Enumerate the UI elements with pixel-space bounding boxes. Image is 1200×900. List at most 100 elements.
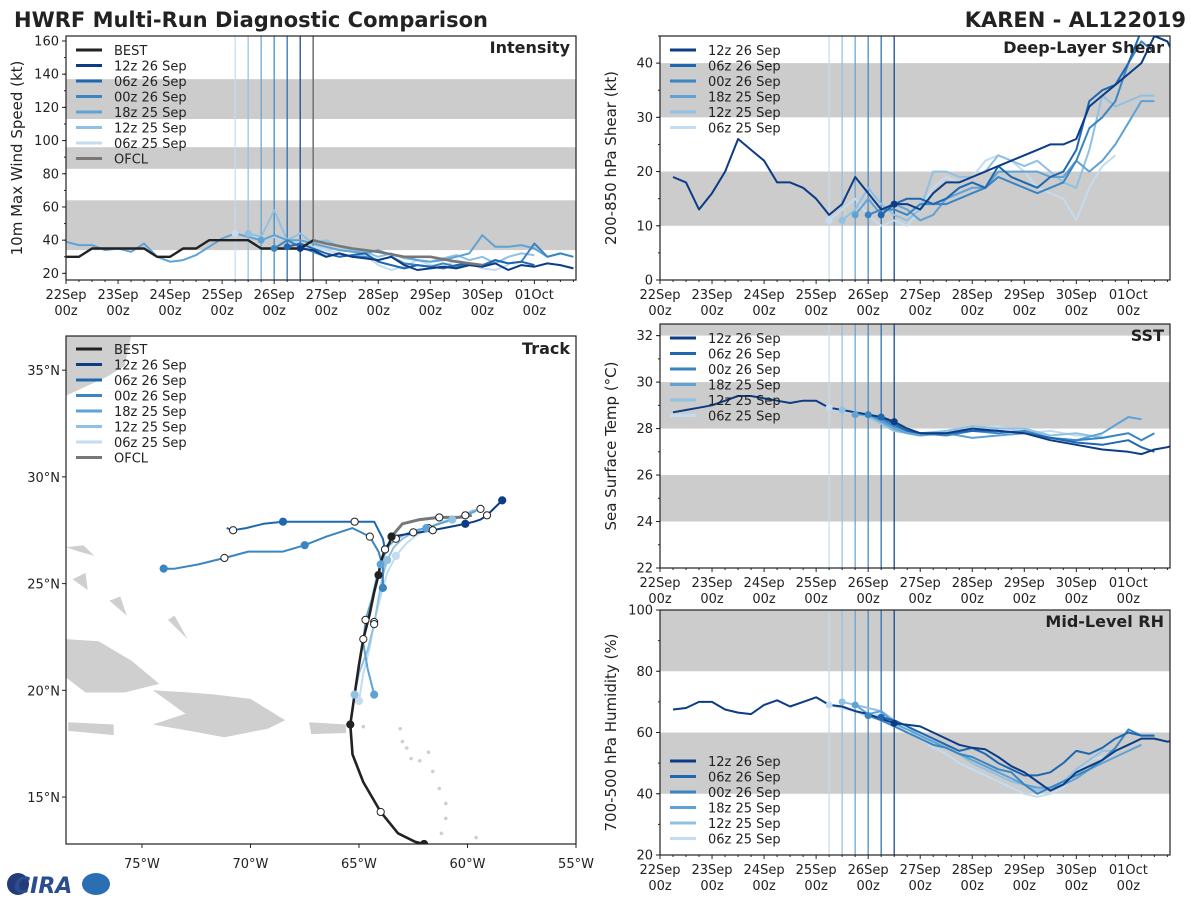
- intensity-ytick-label: 120: [34, 101, 59, 116]
- track-best-marker: [346, 720, 355, 729]
- track-ytick-label: 25°N: [27, 578, 60, 593]
- rh-series-5-init-marker: [825, 701, 833, 709]
- intensity-ytick-label: 20: [42, 267, 59, 282]
- track-xtick-label: 70°W: [233, 857, 269, 872]
- intensity-xtick-label: 28Sep: [358, 288, 399, 303]
- intensity-legend-label: 06z 25 Sep: [114, 137, 187, 152]
- track-ytick-label: 30°N: [27, 471, 60, 486]
- shear-ytick-label: 10: [636, 219, 653, 234]
- island-dot: [439, 831, 444, 836]
- track-panel: 75°W 70°W 65°W 60°W 55°W 15°N 20°N 25°N 30°N 35°N…: [27, 335, 594, 872]
- sst-xtick-label: 23Sep: [692, 576, 733, 591]
- sst-legend-label: 06z 25 Sep: [708, 410, 781, 425]
- track-legend-label: 12z 26 Sep: [114, 359, 187, 374]
- rh-series-1-init-marker: [877, 713, 885, 721]
- island-dot: [474, 835, 478, 840]
- intensity-panel: 2040608010012014016022Sep00z23Sep00z24Se…: [8, 34, 577, 319]
- rh-xtick-label: 29Sep: [1004, 863, 1045, 878]
- rh-xtick-label: 01Oct: [1109, 863, 1148, 878]
- sst-series-4-line: [841, 409, 1129, 439]
- intensity-ofcl-line: [312, 238, 483, 267]
- sst-xtick-sublabel: 00z: [1065, 592, 1089, 607]
- shear-xtick-label: 30Sep: [1056, 288, 1097, 303]
- shear-frame: [659, 35, 1171, 281]
- shear-legend-label: 06z 25 Sep: [708, 122, 781, 137]
- shear-band: [660, 63, 1170, 118]
- shear-ytick-label: 0: [645, 274, 653, 289]
- logo-text: CIRA: [14, 874, 72, 899]
- intensity-xtick-sublabel: 00z: [210, 304, 234, 319]
- rh-legend-label: 06z 25 Sep: [708, 833, 781, 848]
- rh-xtick-sublabel: 00z: [909, 879, 933, 894]
- track-legend-label: BEST: [114, 343, 147, 358]
- sst-xtick-sublabel: 00z: [961, 592, 985, 607]
- shear-legend-label: 00z 26 Sep: [708, 75, 781, 90]
- rh-series-3-init-marker: [851, 701, 859, 709]
- shear-series-2-init-marker: [864, 211, 872, 219]
- intensity-xtick-label: 29Sep: [410, 288, 451, 303]
- intensity-title: Intensity: [490, 38, 571, 57]
- intensity-frame: [65, 35, 577, 281]
- track-series-0-marker: [482, 511, 492, 520]
- sst-series-1-init-marker: [877, 413, 885, 421]
- island-dot: [426, 750, 431, 755]
- intensity-xtick-label: 27Sep: [306, 288, 347, 303]
- rh-legend-label: 18z 25 Sep: [708, 802, 781, 817]
- island-dot: [417, 758, 422, 763]
- island-dot: [437, 786, 442, 791]
- sst-series-group: [672, 395, 1170, 456]
- sst-panel: 22242628303222Sep00z23Sep00z24Sep00z25Se…: [602, 323, 1171, 607]
- sst-xtick-label: 24Sep: [744, 576, 785, 591]
- shear-ytick-label: 20: [636, 165, 653, 180]
- shear-legend-label: 12z 26 Sep: [708, 44, 781, 59]
- intensity-xtick-sublabel: 00z: [523, 304, 547, 319]
- shear-xtick-sublabel: 00z: [648, 304, 672, 319]
- sst-xtick-sublabel: 00z: [909, 592, 933, 607]
- island-dot: [361, 724, 366, 729]
- landmass-7: [168, 615, 188, 640]
- sst-legend-label: 00z 26 Sep: [708, 363, 781, 378]
- sst-ytick-label: 30: [636, 376, 653, 391]
- sst-xtick-label: 30Sep: [1056, 576, 1097, 591]
- island-dot: [443, 816, 448, 821]
- track-series-2-marker: [378, 583, 387, 592]
- sst-series-0-line: [672, 395, 1170, 456]
- intensity-xtick-label: 01Oct: [515, 288, 554, 303]
- rh-title: Mid-Level RH: [1045, 612, 1164, 631]
- shear-xtick-sublabel: 00z: [804, 304, 828, 319]
- intensity-xtick-sublabel: 00z: [158, 304, 182, 319]
- track-series-2-line: [163, 527, 384, 588]
- track-series-4-marker: [350, 690, 359, 699]
- shear-xtick-label: 25Sep: [796, 288, 837, 303]
- track-series-0-marker: [428, 526, 437, 535]
- intensity-xtick-sublabel: 00z: [54, 304, 78, 319]
- rh-xtick-sublabel: 00z: [1065, 879, 1089, 894]
- track-plot-area: [66, 336, 507, 844]
- intensity-ytick-label: 60: [42, 200, 59, 215]
- shear-xtick-label: 23Sep: [692, 288, 733, 303]
- rh-xtick-sublabel: 00z: [648, 879, 672, 894]
- sst-xtick-sublabel: 00z: [856, 592, 880, 607]
- intensity-legend-label: 12z 26 Sep: [114, 60, 187, 75]
- rh-xtick-label: 22Sep: [639, 863, 680, 878]
- shear-title: Deep-Layer Shear: [1003, 38, 1164, 57]
- intensity-legend-label: 12z 25 Sep: [114, 122, 187, 137]
- sst-xtick-sublabel: 00z: [804, 592, 828, 607]
- sst-xtick-label: 01Oct: [1109, 576, 1148, 591]
- shear-legend-label: 06z 26 Sep: [708, 60, 781, 75]
- shear-xtick-sublabel: 00z: [752, 304, 776, 319]
- track-legend-label: 12z 25 Sep: [114, 421, 187, 436]
- track-best-marker: [374, 570, 383, 580]
- intensity-legend-label: 00z 26 Sep: [114, 91, 187, 106]
- track-series-3-marker: [370, 690, 379, 699]
- rh-legend-label: 12z 25 Sep: [708, 817, 781, 832]
- shear-xtick-sublabel: 00z: [909, 304, 933, 319]
- intensity-xtick-sublabel: 00z: [419, 304, 443, 319]
- track-series-1-marker: [278, 517, 288, 526]
- intensity-series-5-init-marker: [231, 230, 239, 238]
- shear-series-0-line: [672, 36, 1170, 216]
- rh-series-4-init-marker: [838, 698, 846, 706]
- island-dot: [409, 756, 413, 761]
- shear-xtick-sublabel: 00z: [700, 304, 724, 319]
- intensity-band: [66, 79, 576, 119]
